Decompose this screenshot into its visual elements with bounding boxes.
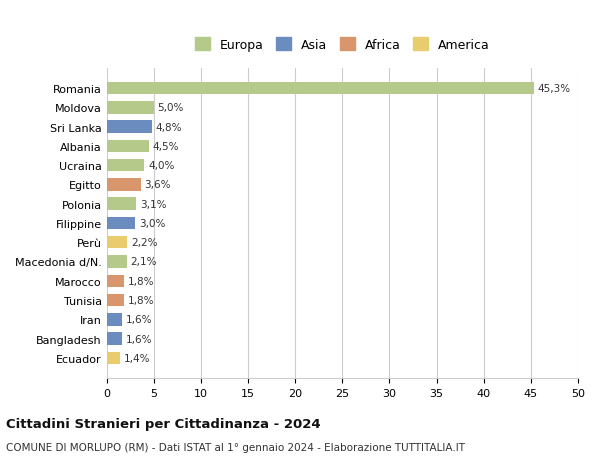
Text: 2,2%: 2,2% (131, 238, 158, 248)
Bar (107, 294, 124, 307)
Text: 3,1%: 3,1% (140, 199, 166, 209)
Bar (107, 179, 140, 191)
Text: 1,8%: 1,8% (127, 276, 154, 286)
Bar (107, 313, 122, 326)
Bar (107, 102, 154, 114)
Bar (107, 275, 124, 287)
Text: COMUNE DI MORLUPO (RM) - Dati ISTAT al 1° gennaio 2024 - Elaborazione TUTTITALIA: COMUNE DI MORLUPO (RM) - Dati ISTAT al 1… (6, 442, 465, 452)
Text: 4,8%: 4,8% (156, 122, 182, 132)
Bar (107, 333, 122, 345)
Text: 5,0%: 5,0% (158, 103, 184, 113)
Bar (107, 121, 152, 134)
Text: 4,0%: 4,0% (148, 161, 175, 171)
Bar (107, 236, 127, 249)
Text: 1,6%: 1,6% (125, 334, 152, 344)
Bar (107, 83, 534, 95)
Text: 1,4%: 1,4% (124, 353, 150, 363)
Bar (107, 140, 149, 153)
Text: 4,5%: 4,5% (153, 141, 179, 151)
Text: 1,6%: 1,6% (125, 315, 152, 325)
Bar (107, 217, 135, 230)
Bar (107, 256, 127, 268)
Text: 1,8%: 1,8% (127, 296, 154, 305)
Bar (107, 198, 136, 211)
Text: 3,6%: 3,6% (145, 180, 171, 190)
Bar (107, 159, 145, 172)
Text: 3,0%: 3,0% (139, 218, 165, 229)
Text: 45,3%: 45,3% (538, 84, 571, 94)
Text: Cittadini Stranieri per Cittadinanza - 2024: Cittadini Stranieri per Cittadinanza - 2… (6, 417, 320, 430)
Text: 2,1%: 2,1% (130, 257, 157, 267)
Legend: Europa, Asia, Africa, America: Europa, Asia, Africa, America (191, 34, 494, 56)
Bar (107, 352, 120, 364)
